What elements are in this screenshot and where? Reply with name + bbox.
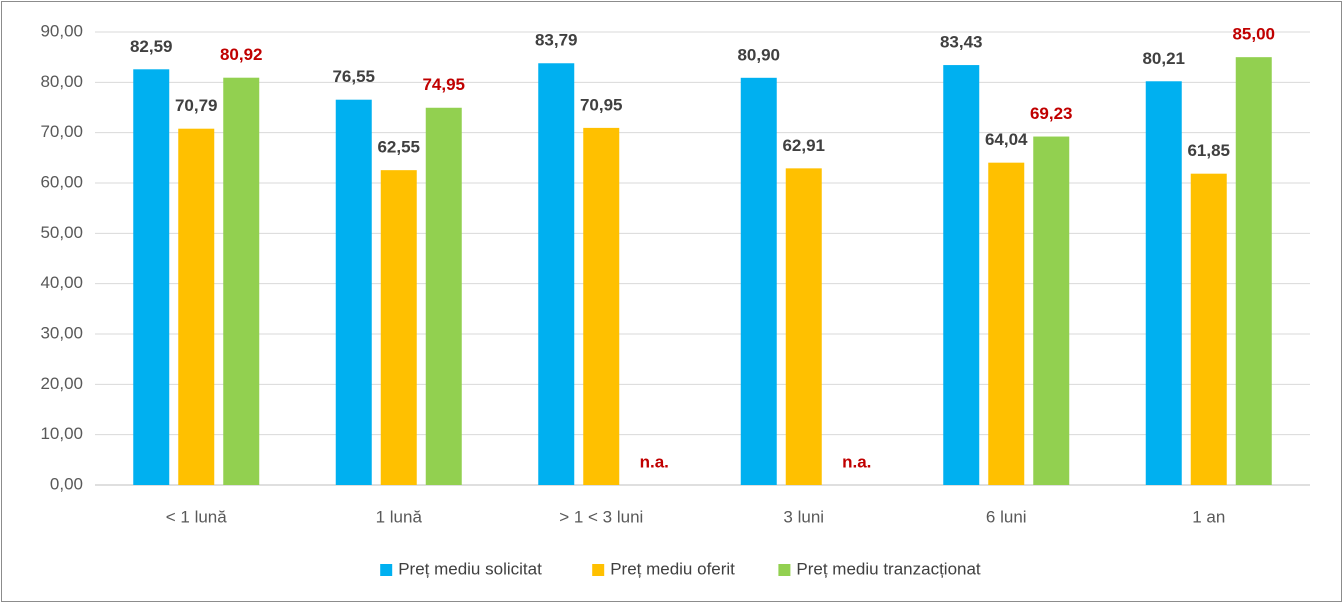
bar [178,128,215,485]
value-label: 61,85 [1187,141,1230,160]
value-label: n.a. [640,452,669,471]
y-tick-label: 10,00 [40,424,83,443]
y-tick-label: 70,00 [40,122,83,141]
value-label: 70,79 [175,96,218,115]
bar [1190,173,1227,485]
bar [1033,136,1070,485]
value-label: 80,92 [220,45,263,64]
x-tick-label: < 1 lună [166,507,228,526]
bar [538,63,575,486]
bar [1145,81,1182,485]
value-label: 70,95 [580,95,623,114]
y-tick-label: 40,00 [40,273,83,292]
y-tick-label: 0,00 [50,474,83,493]
x-tick-label: > 1 < 3 luni [559,507,643,526]
value-label: 83,43 [940,33,983,52]
legend-swatch [380,564,393,576]
legend-label: Preț mediu solicitat [398,559,542,578]
x-tick-label: 1 lună [376,507,423,526]
y-tick-label: 90,00 [40,21,83,40]
legend-swatch [778,564,791,576]
bar [583,127,620,485]
bar [223,77,260,485]
value-label: 74,95 [422,75,465,94]
value-label: 85,00 [1232,25,1275,44]
y-tick-label: 30,00 [40,323,83,342]
y-tick-label: 50,00 [40,223,83,242]
value-label: 62,91 [782,136,825,155]
bar [335,99,372,485]
y-tick-label: 20,00 [40,374,83,393]
value-label: 80,21 [1142,49,1185,68]
y-tick-label: 80,00 [40,72,83,91]
bar [988,162,1025,485]
y-tick-label: 60,00 [40,172,83,191]
bar [785,168,822,485]
bar [425,107,462,486]
value-label: 80,90 [737,45,780,64]
legend-swatch [592,564,605,576]
value-label: 64,04 [985,130,1028,149]
bar [133,69,170,485]
bar [740,77,777,485]
bar [943,65,980,485]
legend-label: Preț mediu tranzacționat [796,559,981,578]
x-tick-label: 1 an [1192,507,1225,526]
bar [1235,57,1272,486]
value-label: 69,23 [1030,104,1073,123]
value-label: 62,55 [377,138,420,157]
value-label: n.a. [842,452,871,471]
x-tick-label: 3 luni [783,507,824,526]
value-label: 83,79 [535,31,578,50]
value-label: 76,55 [332,67,375,86]
x-tick-label: 6 luni [986,507,1027,526]
legend-label: Preț mediu oferit [610,559,735,578]
value-label: 82,59 [130,37,173,56]
bar [380,170,417,486]
